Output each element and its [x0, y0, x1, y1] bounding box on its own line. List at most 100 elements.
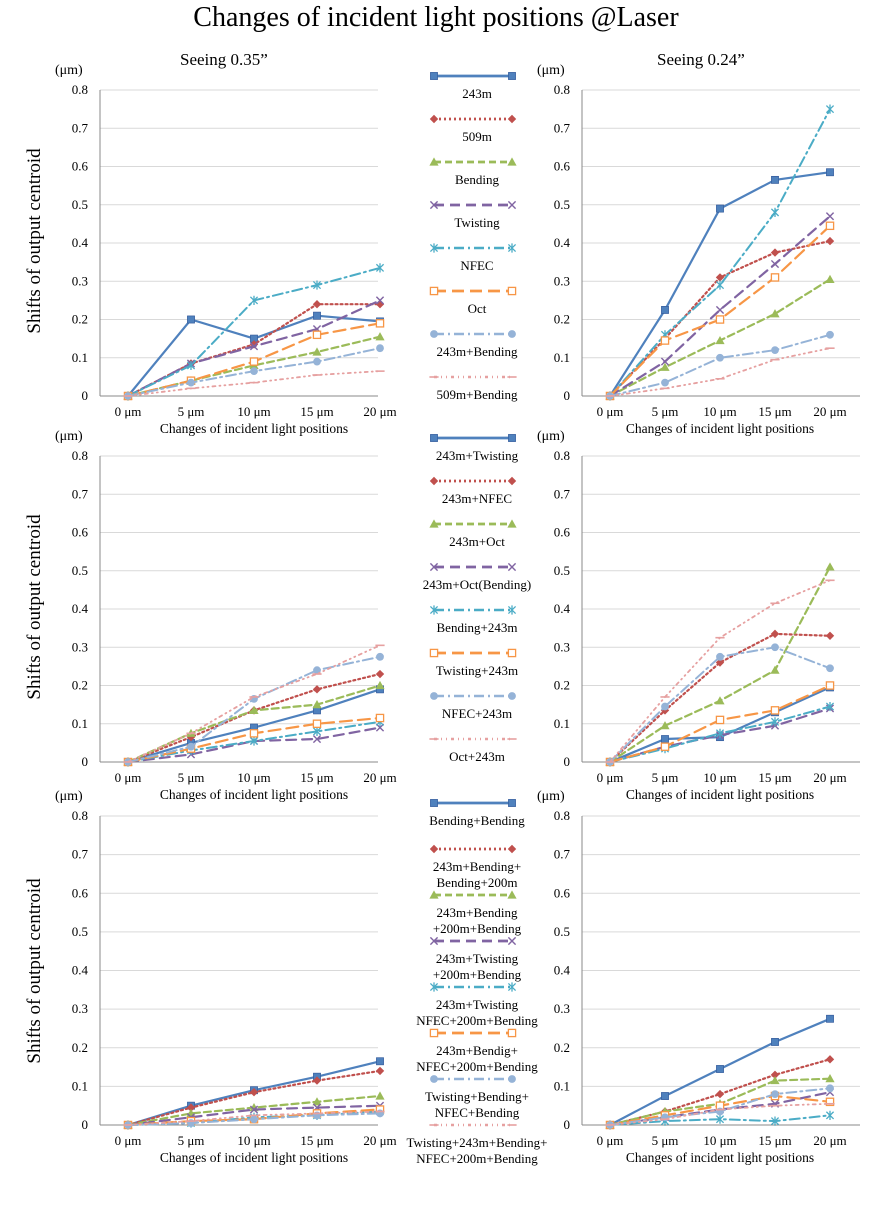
y-unit-label: (μm) [537, 63, 565, 78]
legend-label: 243m+Bending+ [433, 859, 521, 874]
data-point [771, 175, 779, 184]
legend-item: 243m+Bending+Bending+200m [429, 844, 521, 890]
y-unit-label: (μm) [55, 789, 83, 804]
x-tick-label: 10 μm [703, 1133, 736, 1148]
y-tick-label: 0.6 [554, 159, 571, 174]
y-tick-label: 0.6 [554, 525, 571, 540]
x-tick-label: 10 μm [703, 404, 736, 419]
x-tick-label: 20 μm [363, 1133, 396, 1148]
x-tick-label: 15 μm [300, 1133, 333, 1148]
data-point [716, 204, 724, 213]
legend-label: NFEC+200m+Bending [416, 1059, 538, 1074]
data-point [661, 306, 669, 314]
figure-title: Changes of incident light positions @Las… [193, 2, 679, 33]
data-point [825, 1055, 835, 1064]
y-tick-label: 0.3 [554, 639, 570, 654]
y-unit-label: (μm) [537, 789, 565, 804]
series-509m-bending [605, 347, 835, 397]
y-tick-label: 0.1 [72, 1078, 88, 1093]
data-point [825, 1074, 835, 1083]
data-point [716, 353, 724, 362]
legend-block-2: 243m+Twisting 243m+NFEC 243m+Oct 243m+Oct(B… [423, 434, 531, 764]
y-tick-label: 0.7 [554, 847, 571, 862]
data-point [826, 664, 834, 673]
x-tick-label: 0 μm [115, 404, 142, 419]
y-tick-label: 0 [82, 754, 89, 769]
legend-item: Oct+243m [429, 737, 517, 764]
data-point [249, 295, 259, 305]
series-twisting-243m-bending-nfec-200m-bending [605, 1102, 835, 1126]
data-point [661, 1092, 669, 1100]
chart-panel-r2-c2: (μm) 0 0.1 0.2 0.3 0.4 0.5 0.6 0.7 0.8 0 μm 5 μm 10 … [537, 429, 860, 802]
legend-item: Twisting+243m+Bending+NFEC+200m+Bending [407, 1123, 547, 1166]
x-tick-label: 20 μm [813, 1133, 846, 1148]
data-point [825, 212, 835, 221]
legend-label: Bending+Bending [429, 813, 525, 828]
legend-item: 243m+Bendig+NFEC+200m+Bending [416, 1028, 538, 1074]
legend-label: 243m+Bendig+ [436, 1043, 518, 1058]
x-tick-label: 0 μm [597, 1133, 624, 1148]
y-tick-label: 0.4 [72, 235, 89, 250]
y-tick-label: 0.8 [72, 448, 88, 463]
data-point [661, 378, 669, 387]
data-point [376, 1057, 384, 1066]
data-point [187, 742, 195, 751]
legend-item: 243m+Twisting+200m+Bending [429, 936, 522, 982]
data-point [312, 734, 322, 744]
y-tick-label: 0.5 [554, 563, 570, 578]
data-point [715, 696, 725, 705]
y-tick-label: 0.3 [554, 1001, 570, 1016]
data-point [715, 305, 725, 315]
y-tick-label: 0.6 [72, 159, 89, 174]
legend-label: NFEC+200m+Bending [416, 1013, 538, 1028]
legend-label: Twisting+243m [436, 663, 518, 678]
data-point [770, 1075, 780, 1085]
data-point [375, 669, 385, 679]
legend-label: 243m+Bending [437, 905, 518, 920]
y-tick-label: 0.7 [72, 120, 89, 135]
y-tick-label: 0.5 [554, 197, 570, 212]
legend-label: 243m+Twisting [436, 951, 519, 966]
legend-label: 509m [462, 129, 492, 144]
x-axis-title: Changes of incident light positions [626, 1150, 814, 1165]
data-point [312, 719, 322, 729]
legend-item: Twisting+Bending+NFEC+Bending [425, 1075, 529, 1120]
x-tick-label: 20 μm [813, 770, 846, 785]
y-tick-label: 0.5 [72, 924, 88, 939]
legend-item: Bending [429, 157, 517, 187]
legend-label: Twisting [454, 215, 500, 230]
data-point [715, 1089, 725, 1099]
chart-panel-r3-c2: (μm) 0 0.1 0.2 0.3 0.4 0.5 0.6 0.7 0.8 0 μm 5 μm 10 … [537, 789, 860, 1165]
data-point [770, 629, 780, 639]
data-point [715, 715, 725, 725]
series-line [126, 314, 382, 398]
chart-panel-r1-c2: (μm) 0 0.1 0.2 0.3 0.4 0.5 0.6 0.7 0.8 0 μm 5 μm 10 … [537, 63, 860, 436]
data-point [375, 332, 385, 341]
legend-item: 243m+Oct(Bending) [423, 562, 531, 592]
y-tick-label: 0.7 [554, 486, 571, 501]
data-point [375, 680, 385, 690]
data-point [825, 221, 835, 231]
data-point [770, 706, 780, 715]
x-tick-label: 5 μm [652, 770, 679, 785]
data-point [375, 713, 385, 723]
y-tick-label: 0.2 [554, 312, 570, 327]
x-tick-label: 0 μm [597, 404, 624, 419]
legend-item: 243m+Bending [430, 330, 518, 359]
data-point [715, 315, 725, 324]
series-243m-oct [605, 562, 835, 766]
y-tick-label: 0.4 [554, 601, 571, 616]
y-tick-label: 0.8 [72, 82, 88, 97]
series-oct-243m [123, 644, 385, 763]
data-point [826, 1084, 834, 1093]
legend-label: Oct+243m [449, 749, 505, 764]
legend-label: Bending+200m [437, 875, 518, 890]
data-point [715, 728, 725, 738]
data-point [825, 1110, 835, 1120]
data-point [825, 701, 835, 712]
data-point [313, 357, 321, 366]
y-tick-label: 0.5 [554, 924, 570, 939]
legend-label: 243m+Bending [437, 344, 518, 359]
legend-label: +200m+Bending [433, 921, 522, 936]
y-tick-label: 0.6 [72, 525, 89, 540]
